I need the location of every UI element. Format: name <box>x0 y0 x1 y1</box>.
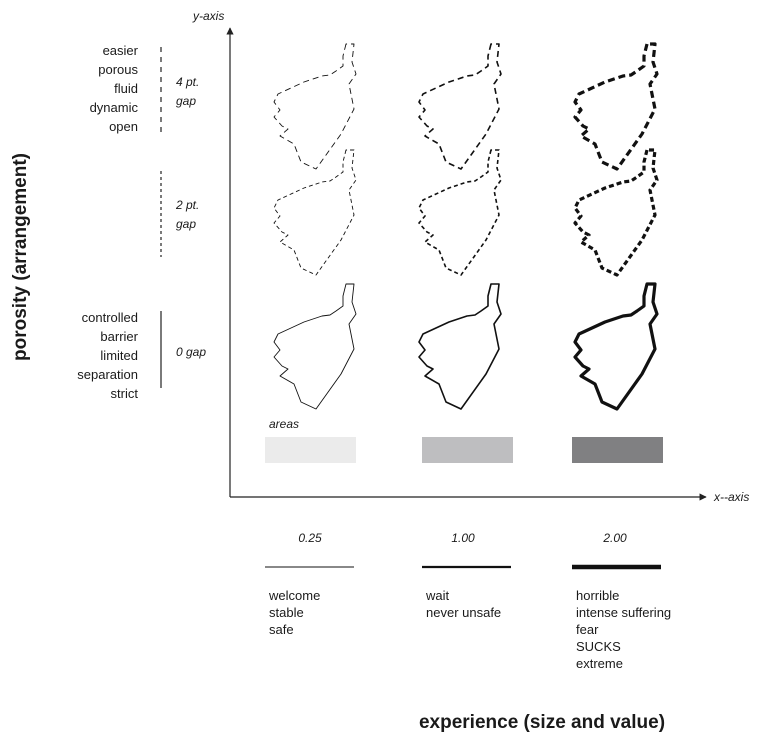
gap-label: gap <box>176 94 196 108</box>
porosity-descriptor: barrier <box>100 329 138 344</box>
areas-label: areas <box>269 417 299 431</box>
boundary-shape <box>273 283 357 410</box>
x-axis-label: x--axis <box>713 490 749 504</box>
boundary-shape <box>573 42 659 171</box>
area-swatch <box>265 437 356 463</box>
experience-descriptor: stable <box>269 605 304 620</box>
porosity-descriptor: porous <box>98 62 138 77</box>
area-swatch <box>422 437 513 463</box>
boundary-shape <box>573 282 659 411</box>
porosity-descriptor: fluid <box>114 81 138 96</box>
area-swatch <box>572 437 663 463</box>
y-axis-title: porosity (arrangement) <box>10 153 31 361</box>
porosity-descriptor: dynamic <box>90 100 139 115</box>
experience-descriptor: extreme <box>576 656 623 671</box>
gap-label: 2 pt. <box>175 198 199 212</box>
porosity-descriptor: easier <box>103 43 139 58</box>
y-axis-label: y-axis <box>192 9 224 23</box>
experience-value: 0.25 <box>298 531 322 545</box>
experience-descriptor: never unsafe <box>426 605 501 620</box>
porosity-descriptor: strict <box>111 386 139 401</box>
experience-descriptor: welcome <box>268 588 320 603</box>
gap-label: 4 pt. <box>176 75 199 89</box>
boundary-shape <box>418 43 502 170</box>
boundary-shape <box>418 283 502 410</box>
gap-label: 0 gap <box>176 345 206 359</box>
x-axis-title: experience (size and value) <box>419 712 665 733</box>
experience-descriptor: wait <box>425 588 450 603</box>
porosity-descriptor: separation <box>77 367 138 382</box>
experience-descriptor: safe <box>269 622 294 637</box>
experience-descriptor: horrible <box>576 588 619 603</box>
boundary-shape <box>573 148 659 277</box>
porosity-descriptor: controlled <box>82 310 138 325</box>
boundary-shape <box>273 43 357 170</box>
porosity-descriptor: open <box>109 119 138 134</box>
boundary-shape <box>418 149 502 276</box>
experience-value: 1.00 <box>451 531 475 545</box>
porosity-descriptor: limited <box>100 348 138 363</box>
boundary-shape <box>273 149 357 276</box>
experience-descriptor: intense suffering <box>576 605 671 620</box>
experience-descriptor: SUCKS <box>576 639 621 654</box>
experience-descriptor: fear <box>576 622 599 637</box>
experience-value: 2.00 <box>602 531 627 545</box>
gap-label: gap <box>176 217 196 231</box>
